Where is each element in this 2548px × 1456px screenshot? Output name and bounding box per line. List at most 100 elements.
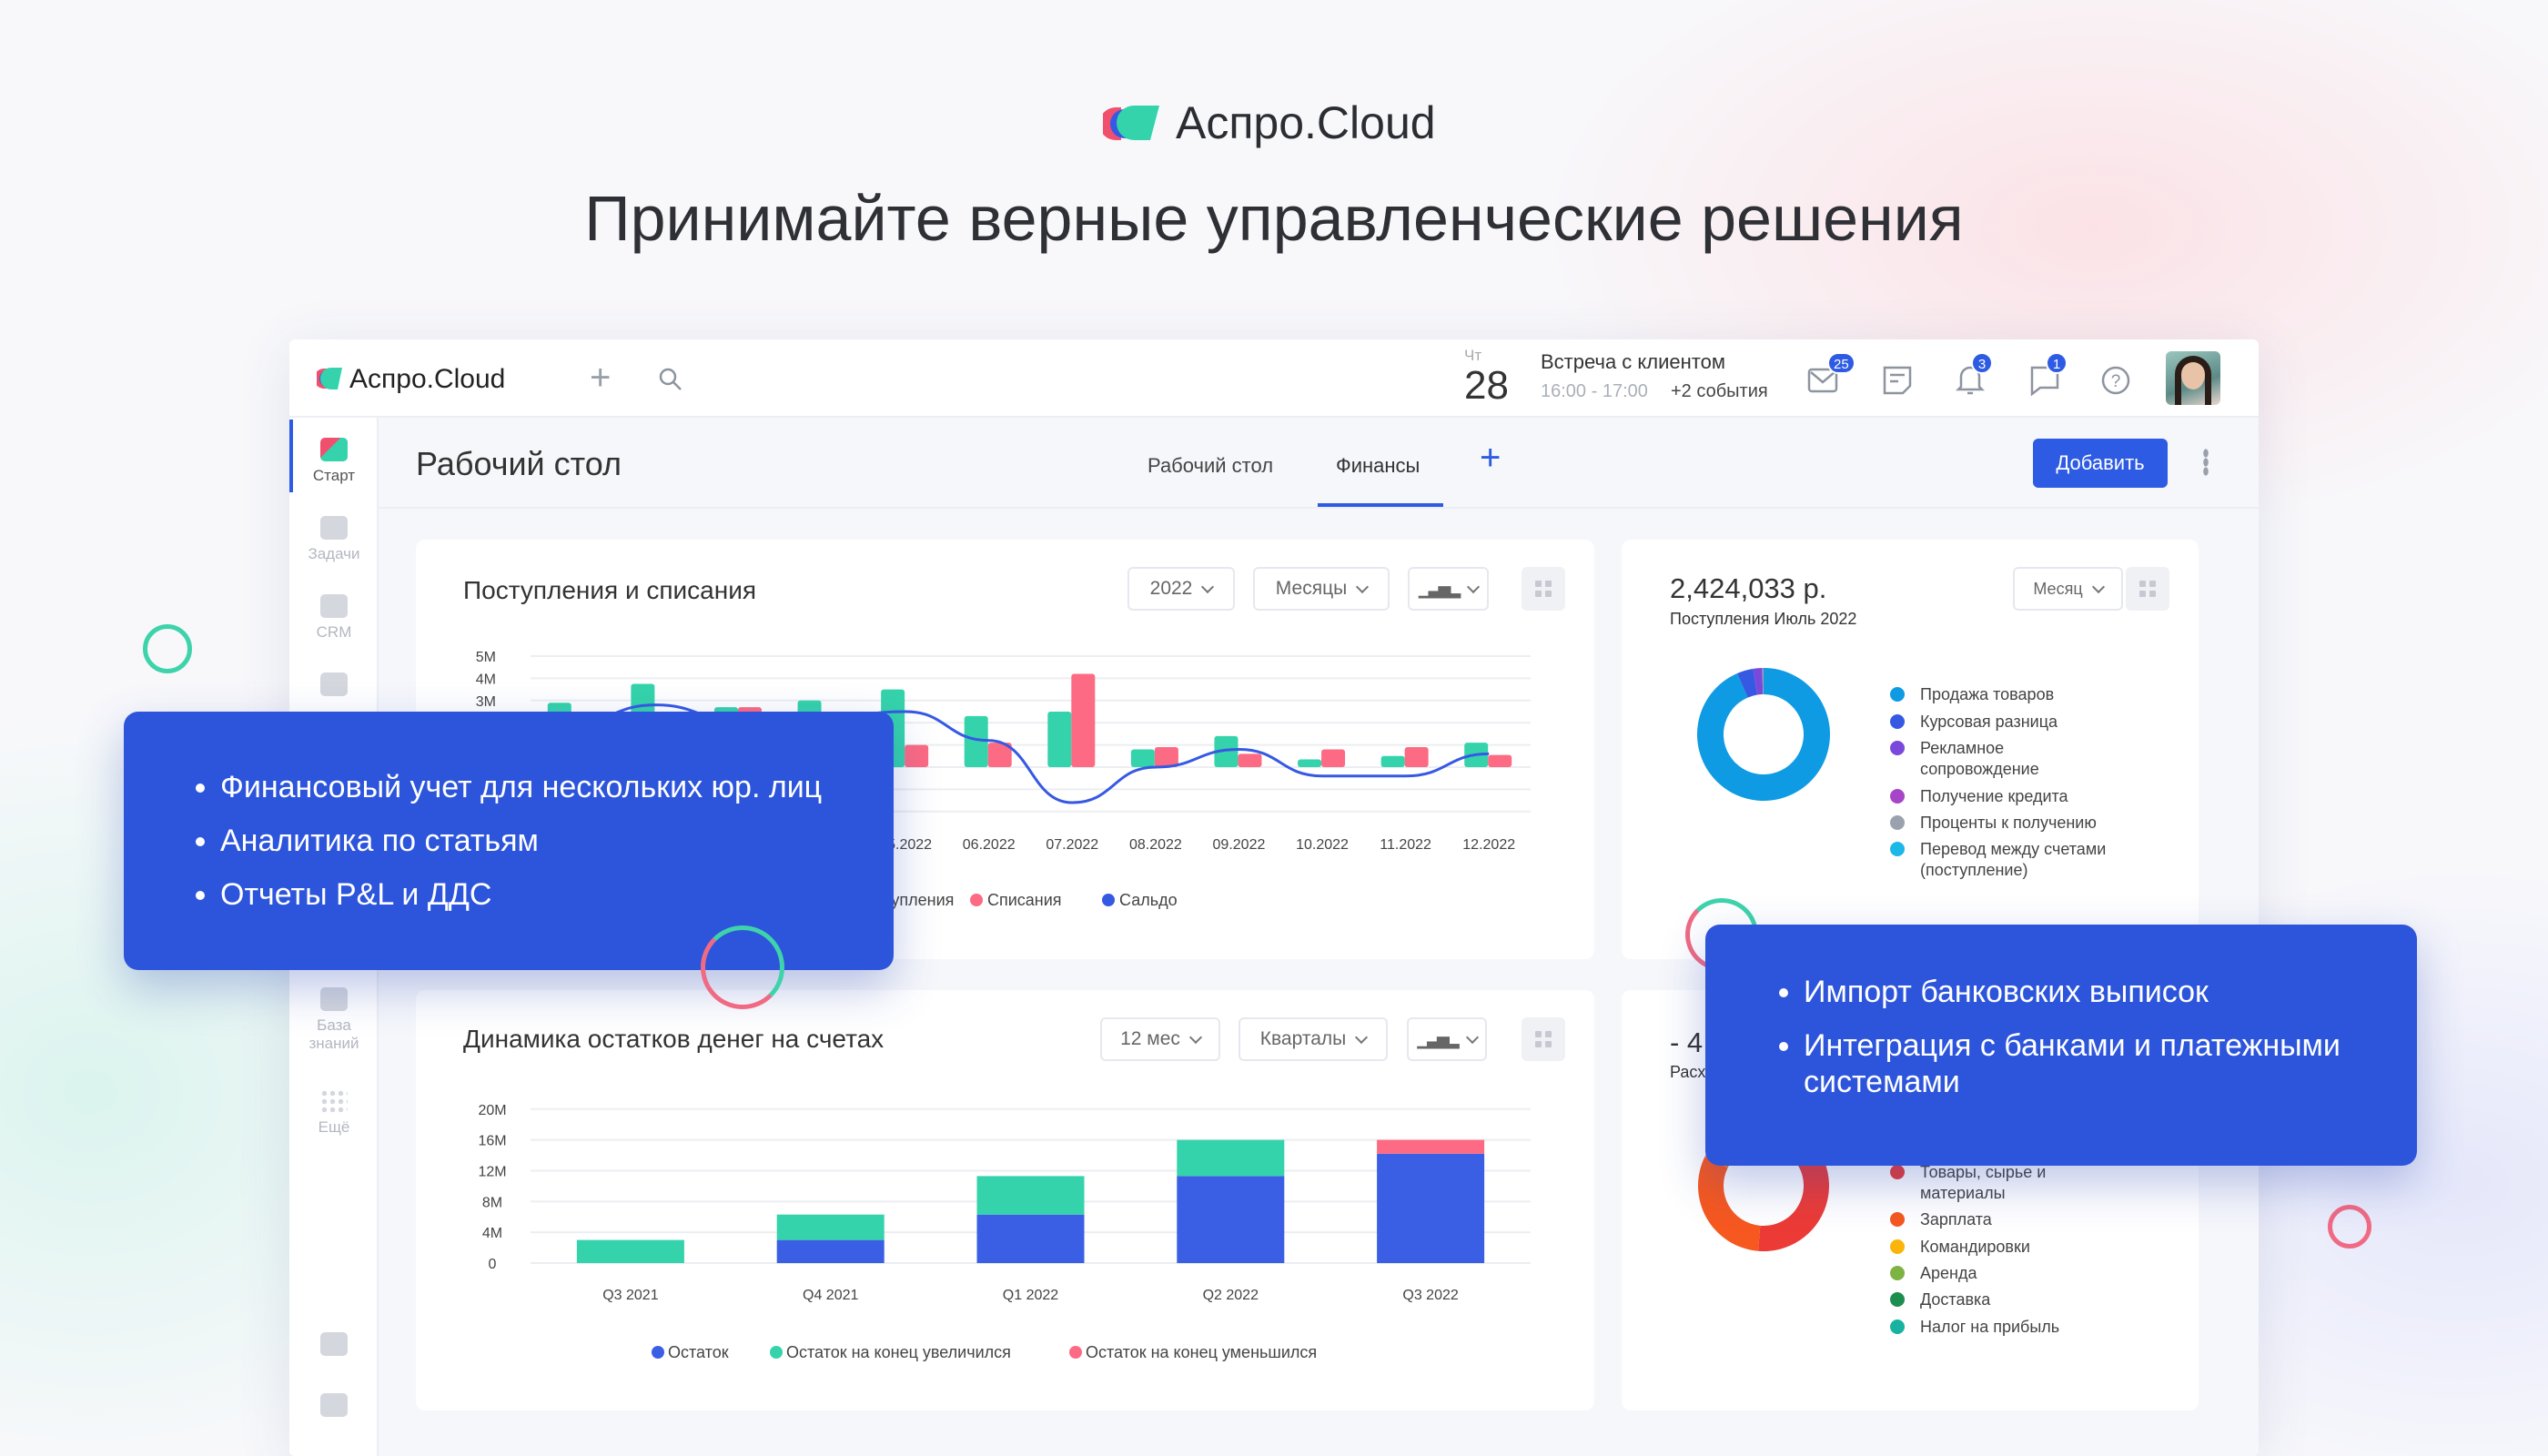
y-tick-label: 20M <box>478 1103 506 1118</box>
y-tick-label: 4M <box>476 672 496 687</box>
range-dropdown[interactable]: 12 мес <box>1100 1017 1220 1061</box>
legend-label: Проценты к получению <box>1920 814 2097 832</box>
grid-icon <box>1535 1031 1552 1047</box>
tab-active-underline <box>1318 503 1443 507</box>
x-tick-label: Q1 2022 <box>1003 1288 1058 1303</box>
y-tick-label: 8M <box>482 1195 502 1210</box>
mail-icon[interactable] <box>1807 367 1840 394</box>
bar-expense <box>1404 747 1429 767</box>
apps-grid-icon <box>320 1089 348 1113</box>
add-tab-button[interactable]: + <box>1480 438 1502 478</box>
bar-expense <box>905 744 929 767</box>
chart-type-dropdown[interactable]: ▁▃▅▂ <box>1408 567 1489 611</box>
app-logo-icon <box>317 368 342 389</box>
y-tick-label: 0 <box>489 1257 497 1272</box>
tab-desktop[interactable]: Рабочий стол <box>1148 454 1274 477</box>
income-card: 2,424,033 р. Поступления Июль 2022 Месяц… <box>1622 540 2199 959</box>
y-tick-label: 12M <box>478 1164 506 1179</box>
bar-expense <box>1321 749 1346 767</box>
app-window: Аспро.Cloud + Чт 28 Встреча с клиентом 1… <box>289 339 2259 1456</box>
legend-dot <box>1890 815 1905 830</box>
sidebar-item-tasks[interactable]: Задачи <box>289 516 379 563</box>
decor-ring <box>701 925 784 1009</box>
search-icon[interactable] <box>658 367 683 392</box>
bar-balance <box>776 1239 885 1263</box>
x-tick-label: Q3 2022 <box>1402 1288 1458 1303</box>
funnel-icon <box>320 594 348 618</box>
add-button[interactable]: Добавить <box>2033 439 2168 488</box>
balances-title: Динамика остатков денег на счетах <box>463 1025 885 1053</box>
legend-dot <box>1890 714 1905 729</box>
range-value: 12 мес <box>1120 1028 1180 1049</box>
legend-dot <box>1890 741 1905 755</box>
gear-icon <box>320 1393 348 1417</box>
event-title[interactable]: Встреча с клиентом <box>1541 350 1725 373</box>
drag-handle[interactable] <box>2126 567 2169 611</box>
sidebar-item-label: База знаний <box>308 1016 359 1052</box>
bar-decrease <box>1377 1139 1485 1154</box>
legend-label: Сальдо <box>1119 891 1178 909</box>
chart-type-dropdown[interactable]: ▁▃▅▂ <box>1407 1017 1487 1061</box>
sidebar-settings-b[interactable] <box>289 1393 379 1422</box>
month-dropdown[interactable]: Месяц <box>2013 567 2123 611</box>
sidebar-item-label: CRM <box>316 623 352 641</box>
x-tick-label: 07.2022 <box>1046 837 1098 853</box>
flows-title: Поступления и списания <box>463 576 757 604</box>
feature-bullet: Финансовый учет для нескольких юр. лиц <box>220 761 894 814</box>
legend-label: Рекламное сопровождение <box>1920 739 2039 778</box>
sidebar-item-label: Старт <box>312 467 356 484</box>
legend-dot <box>1890 842 1905 856</box>
app-logo-text[interactable]: Аспро.Cloud <box>349 364 506 394</box>
grid-icon <box>1535 581 1552 597</box>
avatar[interactable] <box>2166 351 2220 405</box>
sidebar-item-knowledge[interactable]: База знаний <box>289 987 379 1053</box>
legend-label: Остаток на конец уменьшился <box>1086 1343 1317 1361</box>
legend-label: Остаток на конец увеличился <box>786 1343 1011 1361</box>
bar-increase <box>576 1239 684 1263</box>
feature-bullet: Импорт банковских выписок <box>1804 974 2390 1010</box>
tab-finance[interactable]: Финансы <box>1336 454 1421 477</box>
bar-expense <box>1154 747 1178 767</box>
income-value: 2,424,033 р. <box>1670 572 1827 604</box>
donut-segment <box>1737 668 1758 698</box>
sidebar-item-crm[interactable]: CRM <box>289 594 379 642</box>
date-weekday: Чт <box>1464 347 1482 364</box>
kebab-menu-icon[interactable] <box>2203 449 2209 476</box>
drag-handle[interactable] <box>1522 1017 1565 1061</box>
sidebar-item-start[interactable]: Старт <box>289 438 379 485</box>
x-tick-label: 12.2022 <box>1462 837 1515 853</box>
legend-label: Списания <box>987 891 1062 909</box>
y-tick-label: 16M <box>478 1134 506 1149</box>
period-dropdown[interactable]: Месяцы <box>1253 567 1390 611</box>
event-more[interactable]: +2 события <box>1671 381 1768 401</box>
balances-chart: 20M 16M 12M 8M 4M 0 Q3 2021 Q4 2021 Q1 2022 Q2 20… <box>478 1103 1531 1361</box>
legend-dot <box>1890 1292 1905 1307</box>
plus-icon[interactable]: + <box>590 358 612 398</box>
x-tick-label: 10.2022 <box>1296 837 1349 853</box>
sidebar-settings-a[interactable] <box>289 1332 379 1361</box>
income-subtitle: Поступления Июль 2022 <box>1670 610 1857 628</box>
notes-icon[interactable] <box>1882 365 1913 396</box>
bar-increase <box>976 1176 1085 1215</box>
decor-ring <box>143 624 192 673</box>
bar-income <box>1214 735 1239 767</box>
feature-bullet: Отчеты P&L и ДДС <box>220 868 894 922</box>
bar-expense <box>1238 753 1262 767</box>
drag-handle[interactable] <box>1522 567 1565 611</box>
decor-ring <box>2328 1205 2371 1249</box>
svg-text:?: ? <box>2111 372 2121 391</box>
sidebar-item-hidden[interactable] <box>289 672 379 702</box>
bar-balance <box>1177 1176 1285 1263</box>
sidebar-item-more[interactable]: Ещё <box>289 1089 379 1137</box>
feature-callout-left: Финансовый учет для нескольких юр. лиц А… <box>124 712 894 970</box>
notifications-badge: 3 <box>1971 352 1993 374</box>
sidebar-item-label: Ещё <box>318 1118 350 1136</box>
quarter-dropdown[interactable]: Кварталы <box>1239 1017 1388 1061</box>
feature-bullet: Интеграция с банками и платежными систем… <box>1804 1027 2390 1100</box>
x-tick-label: Q3 2021 <box>602 1288 658 1303</box>
feature-callout-right: Импорт банковских выписок Интеграция с б… <box>1705 925 2417 1166</box>
legend-label: Остаток <box>668 1343 729 1361</box>
help-icon[interactable]: ? <box>2100 365 2131 396</box>
year-dropdown[interactable]: 2022 <box>1127 567 1235 611</box>
legend-label: Налог на прибыль <box>1920 1318 2059 1336</box>
